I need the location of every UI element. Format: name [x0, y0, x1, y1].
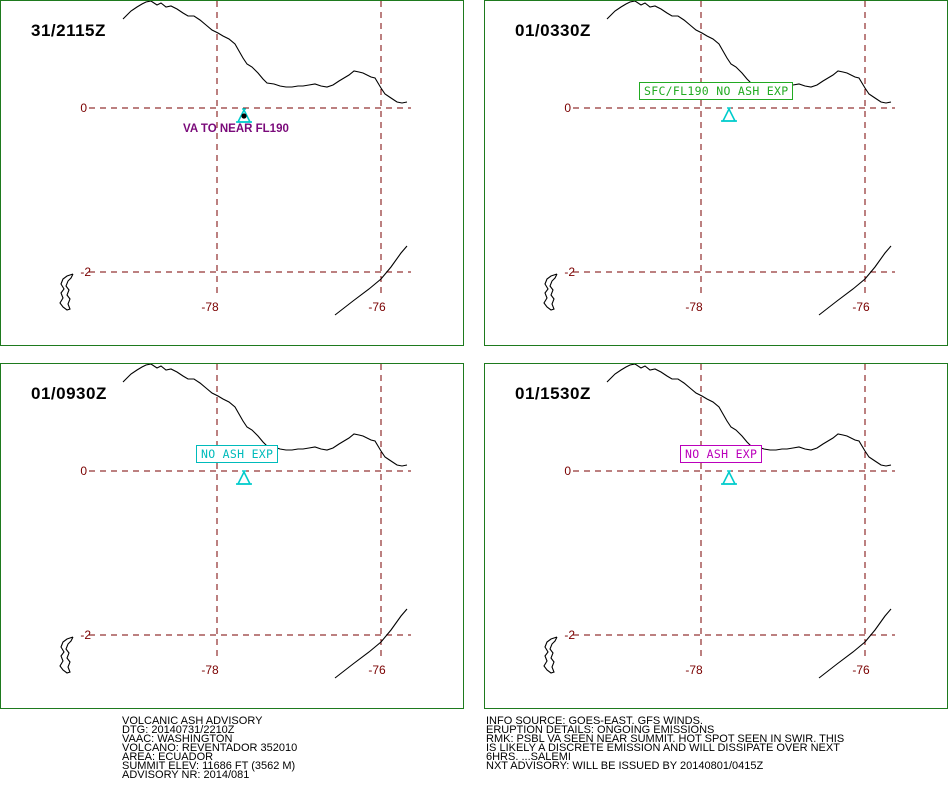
lat-0-label: 0 — [80, 101, 87, 115]
lon-minus76-label: -76 — [852, 663, 870, 677]
forecast-panel-2: 01/0330Z 0 -2 -78 -76 SFC/FL190 NO ASH EXP — [484, 0, 948, 346]
lat-0-label: 0 — [564, 101, 571, 115]
advisory-line: 6HRS. ...SALEMI — [486, 751, 571, 763]
advisory-line: VAAC: WASHINGTON — [122, 733, 233, 745]
volcano-triangle-icon — [236, 108, 252, 123]
coastline — [818, 245, 892, 316]
advisory-line: AREA: ECUADOR — [122, 751, 214, 763]
advisory-line: IS LIKELY A DISCRETE EMISSION AND WILL D… — [486, 742, 840, 754]
advisory-remarks-right: INFO SOURCE: GOES-EAST. GFS WINDS. ERUPT… — [486, 715, 845, 772]
lon-minus78-label: -78 — [685, 300, 703, 314]
lat-minus2-label: -2 — [564, 628, 575, 642]
forecast-panel-1: 31/2115Z 0 -2 -78 -76 VA TO NEAR FL190 — [0, 0, 464, 346]
advisory-line: NXT ADVISORY: WILL BE ISSUED BY 20140801… — [486, 760, 764, 772]
advisory-line: ERUPTION DETAILS: ONGOING EMISSIONS — [486, 724, 715, 736]
panel-time: 01/1530Z — [515, 384, 591, 403]
map-layer: 0 -2 -78 -76 — [59, 364, 411, 679]
lon-minus76-label: -76 — [852, 300, 870, 314]
coastline — [334, 245, 408, 316]
coastline — [59, 636, 74, 674]
panel-time: 01/0930Z — [31, 384, 107, 403]
coastline — [334, 608, 408, 679]
advisory-header-left: VOLCANIC ASH ADVISORY DTG: 20140731/2210… — [122, 715, 298, 781]
map-layer: 0 -2 -78 -76 — [543, 364, 895, 679]
lon-minus76-label: -76 — [368, 300, 386, 314]
coastline — [122, 1, 408, 104]
ash-label: VA TO NEAR FL190 — [183, 123, 289, 135]
volcano-triangle-icon — [236, 470, 252, 485]
lat-minus2-label: -2 — [80, 265, 91, 279]
advisory-line: VOLCANIC ASH ADVISORY — [122, 715, 263, 727]
advisory-line: VOLCANO: REVENTADOR 352010 — [122, 742, 298, 754]
forecast-panel-3: 01/0930Z 0 -2 -78 -76 NO ASH EXP — [0, 363, 464, 709]
coastline — [543, 636, 558, 674]
lat-minus2-label: -2 — [80, 628, 91, 642]
map-layer: 0 -2 -78 -76 — [59, 1, 411, 316]
panel-time: 31/2115Z — [31, 21, 106, 40]
advisory-line: DTG: 20140731/2210Z — [122, 724, 235, 736]
lon-minus76-label: -76 — [368, 663, 386, 677]
lat-minus2-label: -2 — [564, 265, 575, 279]
lat-0-label: 0 — [80, 464, 87, 478]
forecast-panel-4: 01/1530Z 0 -2 -78 -76 NO ASH EXP — [484, 363, 948, 709]
advisory-line: ADVISORY NR: 2014/081 — [122, 769, 250, 781]
panel-time: 01/0330Z — [515, 21, 591, 40]
advisory-line: INFO SOURCE: GOES-EAST. GFS WINDS. — [486, 715, 703, 727]
map-layer: 0 -2 -78 -76 — [543, 1, 895, 316]
coastline — [543, 273, 558, 311]
lat-0-label: 0 — [564, 464, 571, 478]
ash-label: NO ASH EXP — [680, 445, 763, 463]
ash-label: SFC/FL190 NO ASH EXP — [639, 82, 794, 100]
coastline — [818, 608, 892, 679]
advisory-line: RMK: PSBL VA SEEN NEAR SUMMIT. HOT SPOT … — [486, 733, 845, 745]
lon-minus78-label: -78 — [201, 300, 219, 314]
coastline — [59, 273, 74, 311]
volcano-triangle-icon — [721, 470, 737, 485]
lon-minus78-label: -78 — [201, 663, 219, 677]
volcano-triangle-icon — [721, 107, 737, 122]
advisory-line: SUMMIT ELEV: 11686 FT (3562 M) — [122, 760, 296, 772]
ash-label: NO ASH EXP — [196, 445, 279, 463]
lon-minus78-label: -78 — [685, 663, 703, 677]
